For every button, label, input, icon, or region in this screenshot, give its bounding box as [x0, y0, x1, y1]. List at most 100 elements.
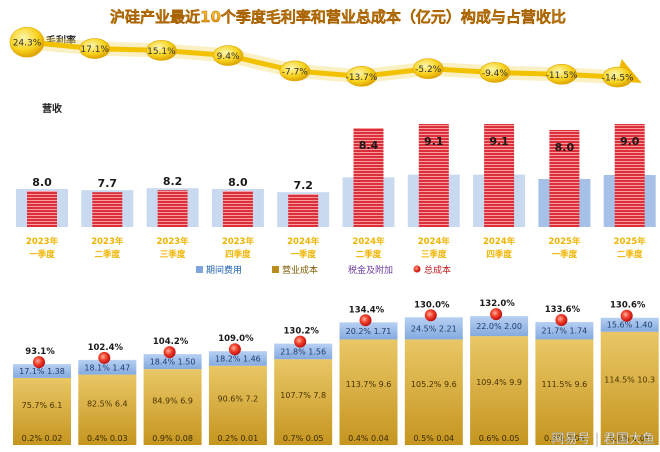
legend: 期间费用 营业成本 税金及附加 总成本: [196, 264, 451, 276]
period-expense-label: 18.1% 1.47: [84, 363, 130, 372]
taxes-label: 0.4% 0.04: [348, 434, 389, 443]
total-cost-dot: [294, 335, 307, 348]
operating-cost-bar: [339, 339, 398, 445]
total-cost-dot: [98, 351, 111, 364]
legend-label-total-cost: 总成本: [424, 264, 451, 276]
period-expense-bar: [78, 359, 137, 375]
total-cost-dot: [555, 314, 568, 326]
period-expense-bar: [600, 317, 659, 332]
gross-margin-value-label: -5.2%: [415, 65, 442, 75]
taxes-label: 0.6% 0.05: [479, 434, 520, 443]
operating-cost-label: 109.4% 9.9: [476, 378, 522, 387]
gross-margin-value-label: 15.1%: [147, 47, 176, 57]
category-label: 2024年: [483, 236, 516, 247]
period-expense-bar: [274, 343, 333, 360]
category-label: 二季度: [356, 249, 382, 260]
total-cost-dot: [490, 308, 503, 321]
operating-cost-bar: [143, 369, 202, 445]
category-label: 2023年: [91, 236, 124, 247]
revenue-value-label: 9.1: [424, 135, 444, 148]
chart-title: 沪硅产业最近10个季度毛利率和营业总成本（亿元）构成与占营收比: [110, 8, 566, 26]
revenue-value-label: 8.0: [228, 176, 248, 189]
period-expense-label: 17.1% 1.38: [19, 367, 65, 376]
operating-cost-bar: [404, 339, 463, 445]
taxes-label: 0.6% 0.05: [609, 434, 650, 443]
total-cost-ratio-label: 134.4%: [349, 305, 385, 315]
category-label: 二季度: [617, 249, 643, 260]
revenue-bar: [288, 194, 319, 227]
revenue-bar: [27, 191, 57, 227]
gross-margin-point: [79, 38, 110, 59]
period-expense-bar: [404, 317, 463, 340]
total-cost-ratio-label: 109.0%: [218, 334, 254, 344]
total-cost-dot: [620, 309, 633, 322]
category-label: 2025年: [548, 236, 581, 247]
operating-cost-bar: [13, 377, 71, 445]
period-expense-bar: [208, 351, 267, 366]
category-label: 2023年: [26, 236, 59, 247]
category-label: 2023年: [222, 236, 255, 247]
operating-cost-label: 90.6% 7.2: [218, 394, 259, 403]
taxes-label: 0.2% 0.02: [22, 434, 63, 443]
gross-margin-point: [346, 66, 377, 87]
taxes-label: 0.4% 0.03: [87, 434, 128, 443]
category-label: 2023年: [157, 236, 190, 247]
revenue-bar: [92, 192, 123, 227]
period-expense-label: 22.0% 2.00: [476, 322, 522, 331]
revenue-value-label: 8.4: [359, 139, 379, 152]
revenue-label: 营收: [42, 102, 62, 115]
period-expense-label: 21.8% 1.56: [280, 347, 326, 356]
gross-margin-value-label: -9.4%: [482, 69, 509, 79]
category-label: 四季度: [225, 249, 251, 260]
total-cost-dot: [163, 346, 176, 359]
gross-margin-value-label: -13.7%: [346, 73, 378, 83]
total-cost-dot: [359, 314, 372, 327]
revenue-value-label: 7.2: [293, 179, 313, 192]
operating-cost-label: 105.2% 9.6: [411, 380, 457, 389]
legend-label-period-expense: 期间费用: [206, 264, 242, 276]
revenue-bar: [418, 124, 449, 227]
period-expense-label: 20.2% 1.71: [346, 327, 392, 336]
operating-cost-label: 111.5% 9.6: [542, 380, 588, 389]
legend-swatch-period-expense: [196, 266, 203, 273]
gross-margin-line: [26, 39, 618, 80]
watermark: 网易号 | 君国大鱼: [551, 431, 655, 447]
revenue-value-label: 8.2: [163, 175, 183, 188]
category-label: 一季度: [29, 249, 55, 260]
total-cost-ratio-label: 130.2%: [283, 327, 319, 337]
operating-cost-bar: [600, 331, 659, 445]
total-cost-dot: [228, 343, 241, 356]
total-cost-dot: [424, 309, 437, 322]
gross-margin-value-label: 17.1%: [80, 45, 109, 55]
gross-margin-point: [602, 66, 634, 88]
period-expense-label: 24.5% 2.21: [411, 324, 457, 333]
gross-margin-point: [546, 64, 577, 85]
period-expense-bar: [143, 354, 202, 370]
operating-cost-label: 84.9% 6.9: [152, 396, 193, 405]
gross-margin-value-label: 9.4%: [217, 52, 240, 62]
total-cost-ratio-label: 104.2%: [153, 337, 189, 347]
revenue-bar: [484, 124, 515, 227]
total-cost-ratio-label: 132.0%: [479, 299, 515, 309]
operating-cost-label: 75.7% 6.1: [22, 401, 63, 410]
category-label: 2024年: [287, 236, 320, 247]
legend-label-operating-cost: 营业成本: [282, 264, 318, 276]
legend-swatch-total-cost: [413, 265, 421, 273]
gross-margin-value-label: -14.5%: [602, 74, 634, 84]
category-label: 2024年: [418, 236, 451, 247]
operating-cost-label: 82.5% 6.4: [87, 399, 128, 408]
category-label: 四季度: [486, 249, 512, 260]
period-expense-bar: [470, 316, 529, 337]
legend-label-taxes: 税金及附加: [348, 264, 393, 276]
operating-cost-bar: [274, 359, 333, 445]
operating-cost-bar: [208, 365, 267, 445]
revenue-bar: [614, 124, 645, 227]
revenue-value-label: 9.0: [620, 135, 640, 148]
total-cost-ratio-label: 133.6%: [545, 305, 581, 315]
gross-margin-point: [146, 40, 177, 61]
legend-swatch-taxes: [340, 266, 347, 273]
period-expense-label: 18.4% 1.50: [150, 358, 196, 367]
period-expense-bar: [535, 322, 594, 340]
total-cost-ratio-label: 130.0%: [414, 300, 450, 310]
